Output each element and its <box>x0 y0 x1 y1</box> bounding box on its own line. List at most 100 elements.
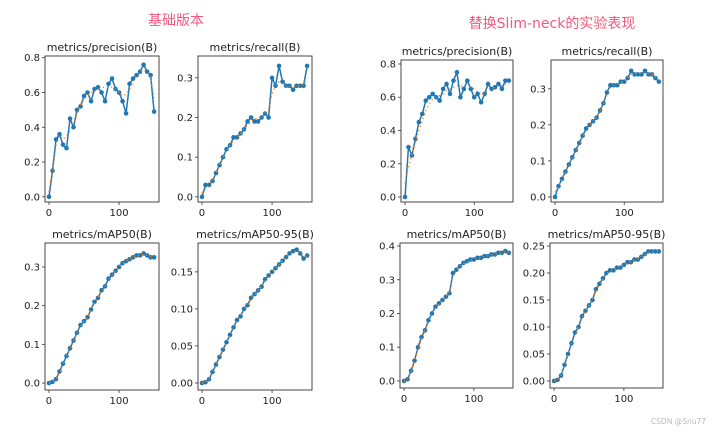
x-tick-label: 0 <box>551 394 557 405</box>
results-point <box>210 369 215 375</box>
results-point <box>304 253 310 258</box>
x-tick-label: 0 <box>46 208 52 219</box>
results-point <box>450 270 456 276</box>
smooth-line <box>403 251 509 382</box>
results-point <box>419 334 424 340</box>
results-point <box>199 194 205 200</box>
results-point <box>123 111 129 116</box>
results-point <box>262 276 268 282</box>
results-point <box>478 255 484 261</box>
results-point <box>416 119 422 125</box>
results-point <box>74 107 80 113</box>
results-point <box>555 377 560 383</box>
results-point <box>415 344 421 350</box>
x-tick-label: 0 <box>552 208 558 219</box>
results-point <box>457 263 463 269</box>
y-tick-label: 0.2 <box>380 159 396 170</box>
results-point <box>273 265 278 271</box>
x-tick-label: 100 <box>110 208 129 219</box>
results-point <box>458 94 463 100</box>
y-tick-label: 0.10 <box>171 304 193 315</box>
plot-frame <box>550 59 664 203</box>
results-point <box>618 265 623 270</box>
results-point <box>206 376 212 382</box>
x-tick-label: 0 <box>401 394 407 405</box>
results-line <box>554 69 660 198</box>
results-point <box>576 140 582 146</box>
results-point <box>406 144 411 150</box>
results-point <box>429 311 435 316</box>
results-point <box>127 81 132 87</box>
results-point <box>297 83 303 89</box>
results-line <box>48 63 155 197</box>
results-point <box>506 250 512 256</box>
results-point <box>273 83 278 89</box>
results-point <box>57 131 62 137</box>
x-tick-label: 0 <box>402 208 408 219</box>
results-point <box>255 119 261 124</box>
y-tick-label: 0.4 <box>379 242 395 253</box>
plot-title: metrics/precision(B) <box>402 45 513 58</box>
results-point <box>552 194 558 200</box>
y-tick-label: 0.10 <box>523 322 545 333</box>
results-point <box>280 258 285 264</box>
y-tick-label: 0.1 <box>177 153 193 164</box>
results-point <box>506 78 512 83</box>
results-point <box>409 153 415 158</box>
left-recall-chart: metrics/recall(B) 0.0 0.1 0.2 0.3 0 100 <box>177 41 313 219</box>
results-point <box>454 70 460 75</box>
results-point <box>252 119 257 124</box>
results-point <box>656 79 662 84</box>
y-tick-label: 0.8 <box>380 59 396 70</box>
y-tick-label: 0.0 <box>177 192 193 203</box>
results-point <box>468 86 474 92</box>
y-tick-label: 0.3 <box>530 84 546 95</box>
results-point <box>46 194 52 200</box>
results-point <box>590 297 595 303</box>
results-point <box>454 267 459 272</box>
results-point <box>402 194 408 200</box>
x-tick-label: 100 <box>110 396 129 407</box>
results-point <box>653 75 658 81</box>
results-point <box>99 287 104 293</box>
y-tick-label: 0.3 <box>177 73 193 84</box>
plot-frame <box>400 59 514 203</box>
plot-title: metrics/recall(B) <box>562 45 653 58</box>
results-point <box>88 98 94 104</box>
y-tick-label: 0.1 <box>379 343 395 354</box>
results-point <box>137 253 143 258</box>
results-point <box>99 90 104 95</box>
plot-title: metrics/mAP50(B) <box>407 228 507 241</box>
results-point <box>53 137 59 142</box>
right-precision-chart: metrics/precision(B) 0.0 0.2 0.4 0.6 0.8 0 100 <box>380 45 514 219</box>
y-tick-label: 0.15 <box>171 267 193 278</box>
plot-title: metrics/recall(B) <box>210 41 301 54</box>
results-point <box>81 318 87 324</box>
results-point <box>468 257 473 262</box>
results-point <box>109 76 115 81</box>
results-point <box>213 362 219 367</box>
results-point <box>423 98 429 103</box>
results-point <box>102 98 108 104</box>
results-point <box>46 380 52 386</box>
y-tick-label: 0.15 <box>523 296 545 307</box>
results-point <box>71 124 76 130</box>
y-tick-label: 0.2 <box>530 120 546 131</box>
results-point <box>231 135 236 140</box>
results-point <box>464 258 470 264</box>
results-point <box>231 325 236 330</box>
results-point <box>559 176 565 182</box>
results-point <box>120 260 125 266</box>
results-point <box>413 136 418 142</box>
y-tick-label: 0.0 <box>24 379 40 390</box>
results-point <box>276 63 282 69</box>
results-point <box>579 313 585 319</box>
results-point <box>148 255 153 260</box>
results-point <box>649 249 655 254</box>
results-point <box>151 109 157 114</box>
x-tick-label: 100 <box>614 394 633 405</box>
y-tick-label: 0.6 <box>24 88 40 99</box>
results-point <box>57 369 62 374</box>
y-tick-label: 0.0 <box>530 192 546 203</box>
